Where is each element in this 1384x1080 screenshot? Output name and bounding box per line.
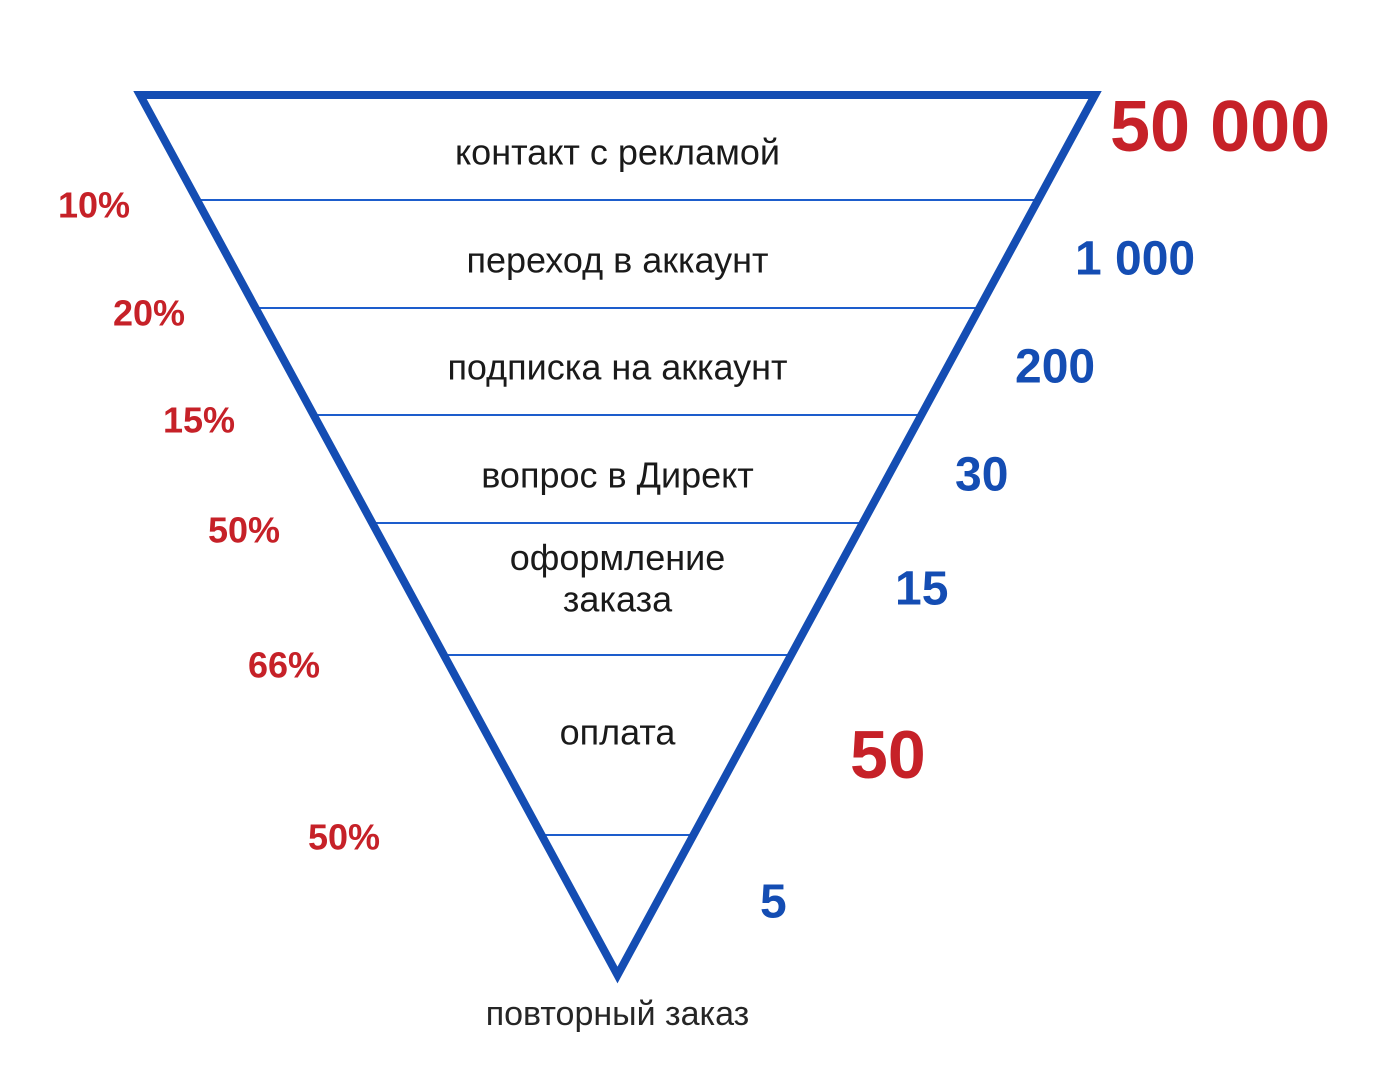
value-stage-4: 30 bbox=[955, 449, 1008, 502]
value-stage-6: 50 bbox=[850, 717, 926, 793]
value-stage-2: 1 000 bbox=[1075, 233, 1195, 286]
percent-stage-5: 66% bbox=[248, 645, 320, 686]
percent-stage-3: 15% bbox=[163, 400, 235, 441]
funnel-triangle bbox=[140, 95, 1095, 975]
value-stage-7: 5 bbox=[760, 876, 787, 929]
percent-stage-4: 50% bbox=[208, 510, 280, 551]
percent-stage-2: 20% bbox=[113, 293, 185, 334]
value-stage-3: 200 bbox=[1015, 341, 1095, 394]
stage-label-stage-1: контакт с рекламой bbox=[455, 132, 780, 173]
percent-stage-6: 50% bbox=[308, 817, 380, 858]
bottom-label: повторный заказ bbox=[486, 995, 750, 1033]
stage-label-stage-5: оформлениезаказа bbox=[510, 537, 725, 619]
value-stage-5: 15 bbox=[895, 563, 948, 616]
stage-label-stage-4: вопрос в Директ bbox=[481, 455, 754, 496]
value-stage-1: 50 000 bbox=[1110, 87, 1330, 167]
stage-label-stage-6: оплата bbox=[560, 712, 677, 753]
stage-label-stage-3: подписка на аккаунт bbox=[447, 347, 787, 388]
stage-label-stage-2: переход в аккаунт bbox=[466, 240, 768, 281]
percent-stage-1: 10% bbox=[58, 185, 130, 226]
